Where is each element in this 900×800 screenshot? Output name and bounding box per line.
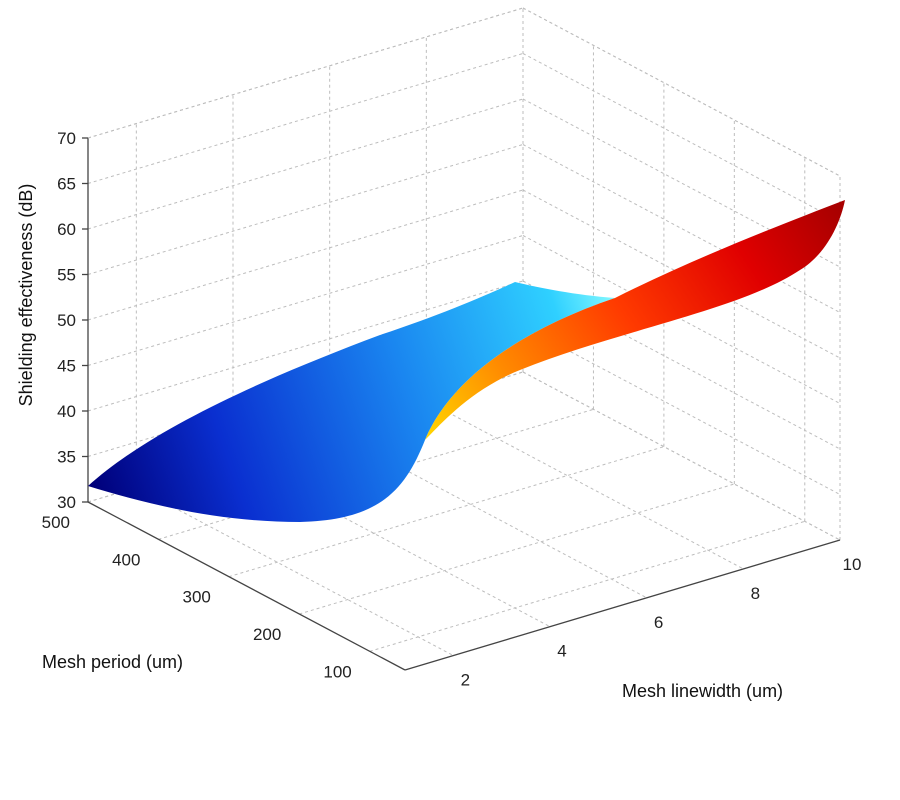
z-gridline-back	[87, 189, 524, 321]
z-tick-label: 65	[57, 175, 76, 194]
x-tick-label: 8	[751, 584, 760, 603]
surface	[88, 200, 845, 522]
z-axis-label: Shielding effectiveness (dB)	[16, 184, 36, 407]
z-tick-label: 70	[57, 129, 76, 148]
x-tick-label: 6	[654, 613, 663, 632]
y-tick-label: 500	[42, 513, 70, 532]
z-gridline-side	[522, 371, 841, 541]
x-tick-label: 2	[461, 671, 470, 690]
top-back-edge	[87, 7, 524, 139]
z-gridline-side	[522, 53, 841, 222]
x-gridline-floor	[522, 371, 841, 541]
y-gridline-floor	[369, 520, 805, 652]
surface-low-linewidth-region	[88, 282, 615, 522]
z-gridline-back	[87, 98, 524, 230]
y-tick-label: 200	[253, 625, 281, 644]
y-tick-label: 300	[183, 588, 211, 607]
z-tick-label: 50	[57, 311, 76, 330]
z-gridline-back	[87, 280, 524, 412]
z-tick-label: 30	[57, 493, 76, 512]
z-tick-label: 55	[57, 266, 76, 285]
y-gridline-floor	[158, 408, 594, 540]
x-tick-label: 10	[843, 555, 862, 574]
surface-high-linewidth-region	[425, 200, 845, 440]
x-tick-label: 4	[557, 642, 566, 661]
y-gridline-floor	[228, 446, 665, 578]
x-axis-label: Mesh linewidth (um)	[622, 681, 783, 701]
y-tick-labels: 500 400 300 200 100	[42, 513, 352, 681]
z-tick-label: 60	[57, 220, 76, 239]
y-tick-label: 400	[112, 550, 140, 569]
top-side-edge	[522, 7, 841, 177]
z-gridline-back	[87, 144, 524, 275]
y-axis-line	[87, 501, 406, 671]
z-tick-label: 35	[57, 448, 76, 467]
z-tick-label: 40	[57, 402, 76, 421]
z-tick-labels: 30 35 40 45 50 55 60 65 70	[57, 129, 88, 512]
x-tick-labels: 2 4 6 8 10	[461, 555, 862, 690]
y-gridline-floor	[299, 483, 735, 615]
x-gridline-floor	[426, 400, 744, 570]
y-axis-label: Mesh period (um)	[42, 652, 183, 672]
z-gridline-back	[87, 53, 524, 184]
x-axis-line	[404, 539, 841, 671]
y-tick-label: 100	[323, 662, 351, 681]
z-tick-label: 45	[57, 357, 76, 376]
z-gridline-back	[87, 235, 524, 366]
